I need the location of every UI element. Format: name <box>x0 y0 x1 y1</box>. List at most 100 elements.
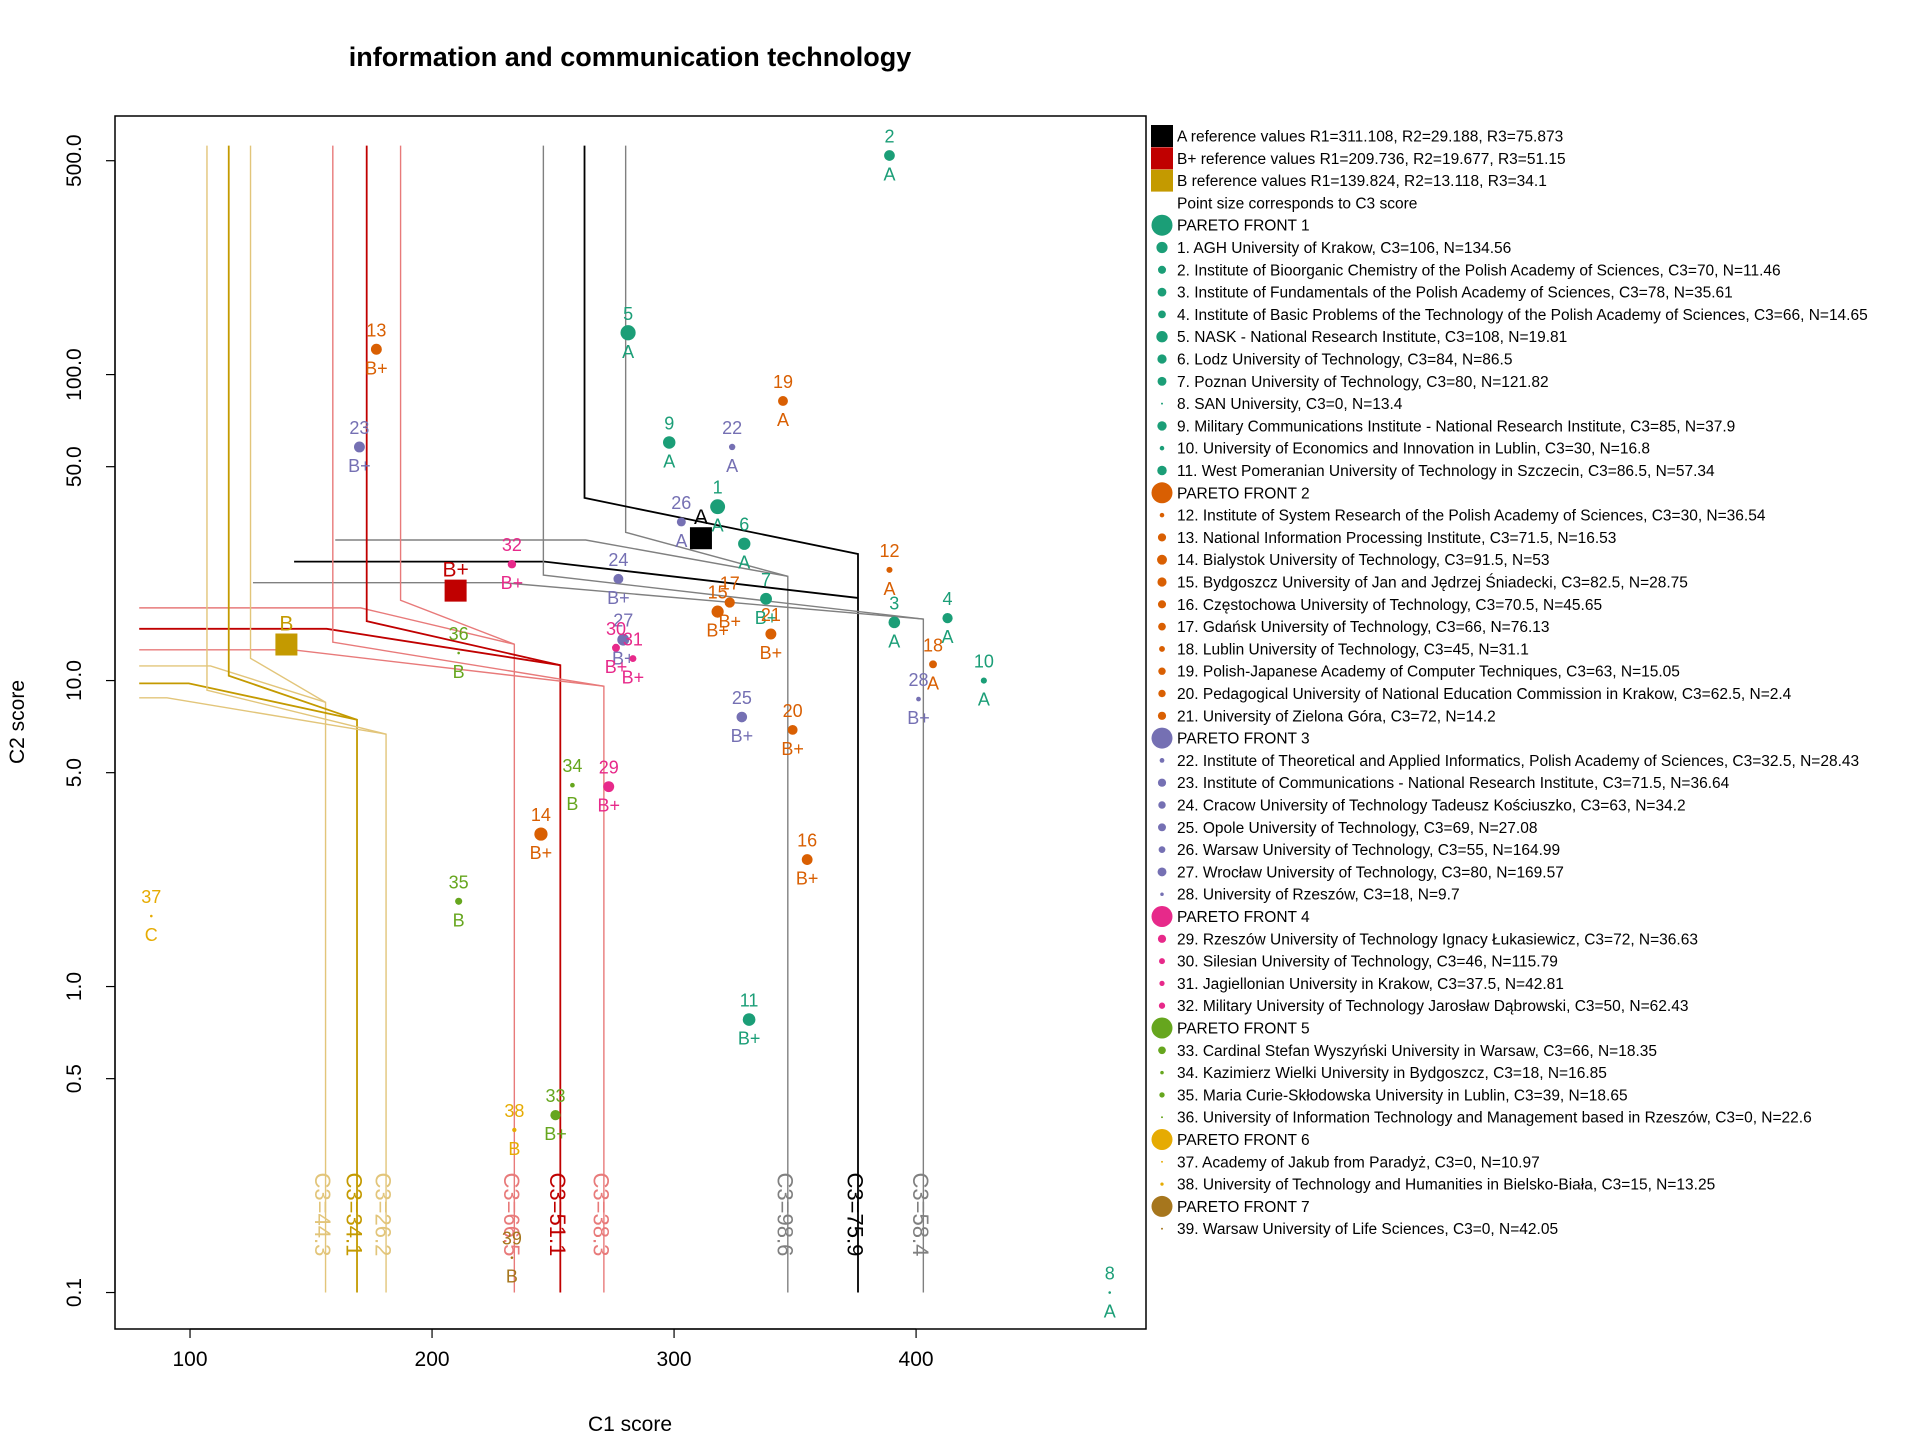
legend-entry: PARETO FRONT 5 <box>1177 1021 1310 1038</box>
data-point-grade-label: B <box>506 1267 518 1287</box>
data-point-grade-label: B+ <box>760 643 783 663</box>
legend: A reference values R1=311.108, R2=29.188… <box>1151 125 1868 1238</box>
legend-front-swatch <box>1151 214 1173 236</box>
iso-curve-horizontal <box>139 697 387 735</box>
iso-curve-label: C3=58.4 <box>908 1173 933 1257</box>
legend-entry: 3. Institute of Fundamentals of the Poli… <box>1177 285 1733 302</box>
data-point-id-label: 31 <box>623 630 643 650</box>
legend-entry: 13. National Information Processing Inst… <box>1177 530 1616 547</box>
legend-point-swatch <box>1161 1160 1163 1163</box>
legend-entry: 26. Warsaw University of Technology, C3=… <box>1177 842 1560 859</box>
x-tick-label: 100 <box>173 1348 208 1371</box>
data-point <box>742 1013 756 1026</box>
data-point-id-label: 38 <box>504 1101 524 1121</box>
reference-label: B <box>279 613 293 636</box>
data-point-grade-label: A <box>675 531 687 551</box>
data-point <box>738 537 751 550</box>
data-point <box>629 655 637 663</box>
data-point-grade-label: A <box>712 516 724 536</box>
legend-point-swatch <box>1157 934 1167 943</box>
data-point <box>711 605 724 618</box>
legend-entry: 38. University of Technology and Humanit… <box>1177 1177 1715 1194</box>
legend-entry: 35. Maria Curie-Skłodowska University in… <box>1177 1087 1628 1104</box>
data-point-grade-label: A <box>883 579 895 599</box>
data-point <box>507 560 517 569</box>
data-point-grade-label: A <box>883 165 895 185</box>
iso-curve-label: C3=44.3 <box>310 1173 335 1257</box>
reference-marker-Bplus <box>444 579 467 602</box>
iso-curves: C3=98.6 C3=75.9 C3=58.4 C3=66.5 C3=51.1 C3=38… <box>139 145 933 1293</box>
iso-curve-label: C3=75.9 <box>843 1173 868 1257</box>
legend-entry: 17. Gdańsk University of Technology, C3=… <box>1177 619 1550 636</box>
legend-point-swatch <box>1160 1182 1164 1186</box>
legend-entry: PARETO FRONT 6 <box>1177 1132 1310 1149</box>
data-point <box>603 781 615 793</box>
data-point-id-label: 20 <box>783 701 803 721</box>
data-point <box>724 597 735 608</box>
legend-point-swatch <box>1158 1002 1166 1009</box>
legend-point-swatch <box>1159 758 1165 763</box>
legend-entry: 22. Institute of Theoretical and Applied… <box>1177 753 1859 770</box>
data-point-id-label: 22 <box>722 418 742 438</box>
data-point-id-label: 13 <box>366 320 386 340</box>
legend-entry: PARETO FRONT 1 <box>1177 218 1310 235</box>
data-point-grade-label: B+ <box>501 573 524 593</box>
legend-point-swatch <box>1161 402 1163 405</box>
legend-entry: 25. Opole University of Technology, C3=6… <box>1177 820 1537 837</box>
iso-curve-horizontal <box>139 627 561 667</box>
y-tick-label: 100.0 <box>63 348 86 401</box>
legend-ref-swatch <box>1151 169 1173 192</box>
legend-point-swatch <box>1157 376 1167 386</box>
legend-entry: PARETO FRONT 7 <box>1177 1199 1310 1216</box>
data-point-grade-label: B <box>453 662 465 682</box>
data-point <box>620 325 636 341</box>
legend-point-swatch <box>1159 512 1165 518</box>
legend-entry: 2. Institute of Bioorganic Chemistry of … <box>1177 262 1781 279</box>
legend-entry: 15. Bydgoszcz University of Jan and Jędr… <box>1177 574 1688 592</box>
data-point-grade-label: A <box>888 631 900 651</box>
chart-title: information and communication technology <box>349 42 912 72</box>
data-point-grade-label: A <box>726 456 738 476</box>
data-point-grade-label: B+ <box>607 588 630 608</box>
legend-point-swatch <box>1157 465 1167 476</box>
x-axis-label: C1 score <box>588 1413 672 1436</box>
data-point <box>676 517 686 527</box>
legend-front-swatch <box>1151 727 1173 749</box>
data-point-id-label: 3 <box>889 593 899 613</box>
data-point-id-label: 30 <box>606 619 626 639</box>
data-point-grade-label: B+ <box>706 621 729 641</box>
legend-entry: 23. Institute of Communications - Nation… <box>1177 775 1730 792</box>
data-point <box>570 782 575 788</box>
iso-curve-horizontal <box>335 539 788 578</box>
reference-markers: A B+ B <box>275 506 712 656</box>
legend-point-swatch <box>1158 801 1166 809</box>
data-point <box>760 592 772 605</box>
legend-entry: Point size corresponds to C3 score <box>1177 195 1417 212</box>
legend-point-swatch <box>1156 241 1168 254</box>
iso-curve-vertical <box>332 145 605 1293</box>
data-point <box>662 436 676 449</box>
legend-point-swatch <box>1158 689 1166 698</box>
legend-point-swatch <box>1157 287 1167 297</box>
legend-front-swatch <box>1151 906 1173 927</box>
y-tick-label: 5.0 <box>63 758 86 787</box>
legend-entry: PARETO FRONT 2 <box>1177 485 1310 502</box>
data-point-grade-label: B+ <box>597 796 620 816</box>
legend-point-swatch <box>1157 265 1167 274</box>
legend-entry: 27. Wrocław University of Technology, C3… <box>1177 864 1564 881</box>
data-point-id-label: 5 <box>623 304 633 324</box>
data-point-id-label: 10 <box>974 652 994 672</box>
data-point <box>884 150 895 161</box>
data-point-id-label: 27 <box>613 611 633 631</box>
iso-curve-vertical <box>206 145 387 1293</box>
x-tick-label: 400 <box>899 1348 934 1371</box>
data-point-id-label: 18 <box>923 635 943 655</box>
legend-entry: 33. Cardinal Stefan Wyszyński University… <box>1177 1043 1657 1060</box>
data-point-id-label: 17 <box>720 573 740 593</box>
data-point <box>1108 1291 1111 1294</box>
legend-point-swatch <box>1157 867 1167 877</box>
iso-curve-vertical <box>227 145 358 1293</box>
legend-entry: 28. University of Rzeszów, C3=18, N=9.7 <box>1177 887 1460 904</box>
data-point <box>980 677 987 684</box>
